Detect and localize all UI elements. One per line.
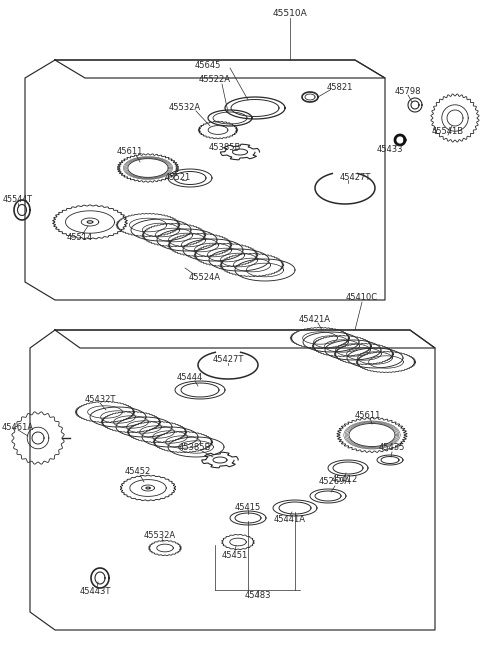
Text: 45452: 45452 [125,468,151,476]
Text: 45798: 45798 [395,88,421,96]
Text: 45514: 45514 [67,233,93,242]
Text: 45412: 45412 [332,476,358,485]
Text: 45435: 45435 [379,443,405,453]
Text: 45410C: 45410C [346,293,378,303]
Text: 45483: 45483 [245,591,271,599]
Text: 45443T: 45443T [79,588,111,597]
Text: 45510A: 45510A [273,10,307,18]
Text: 45821: 45821 [327,83,353,92]
Text: 45541B: 45541B [432,128,464,136]
Text: 45544T: 45544T [3,195,33,204]
Text: 45269A: 45269A [319,477,351,487]
Text: 45427T: 45427T [339,174,371,183]
Text: 45524A: 45524A [189,274,221,282]
Text: 45522A: 45522A [199,75,231,84]
Text: 45385B: 45385B [209,143,241,153]
Text: 45532A: 45532A [169,103,201,113]
Text: 45645: 45645 [195,60,221,69]
Text: 45427T: 45427T [212,356,244,364]
Text: 45611: 45611 [355,411,381,419]
Text: 45433: 45433 [377,145,403,155]
Text: 45415: 45415 [235,502,261,512]
Text: 45441A: 45441A [274,515,306,525]
Text: 45532A: 45532A [144,531,176,540]
Text: 45385B: 45385B [179,443,211,453]
Text: 45432T: 45432T [84,396,116,405]
Text: 45611: 45611 [117,147,143,157]
Text: 45421A: 45421A [299,316,331,324]
Text: 45461A: 45461A [2,424,34,432]
Text: 45451: 45451 [222,550,248,559]
Text: 45444: 45444 [177,373,203,383]
Text: 45521: 45521 [165,174,191,183]
